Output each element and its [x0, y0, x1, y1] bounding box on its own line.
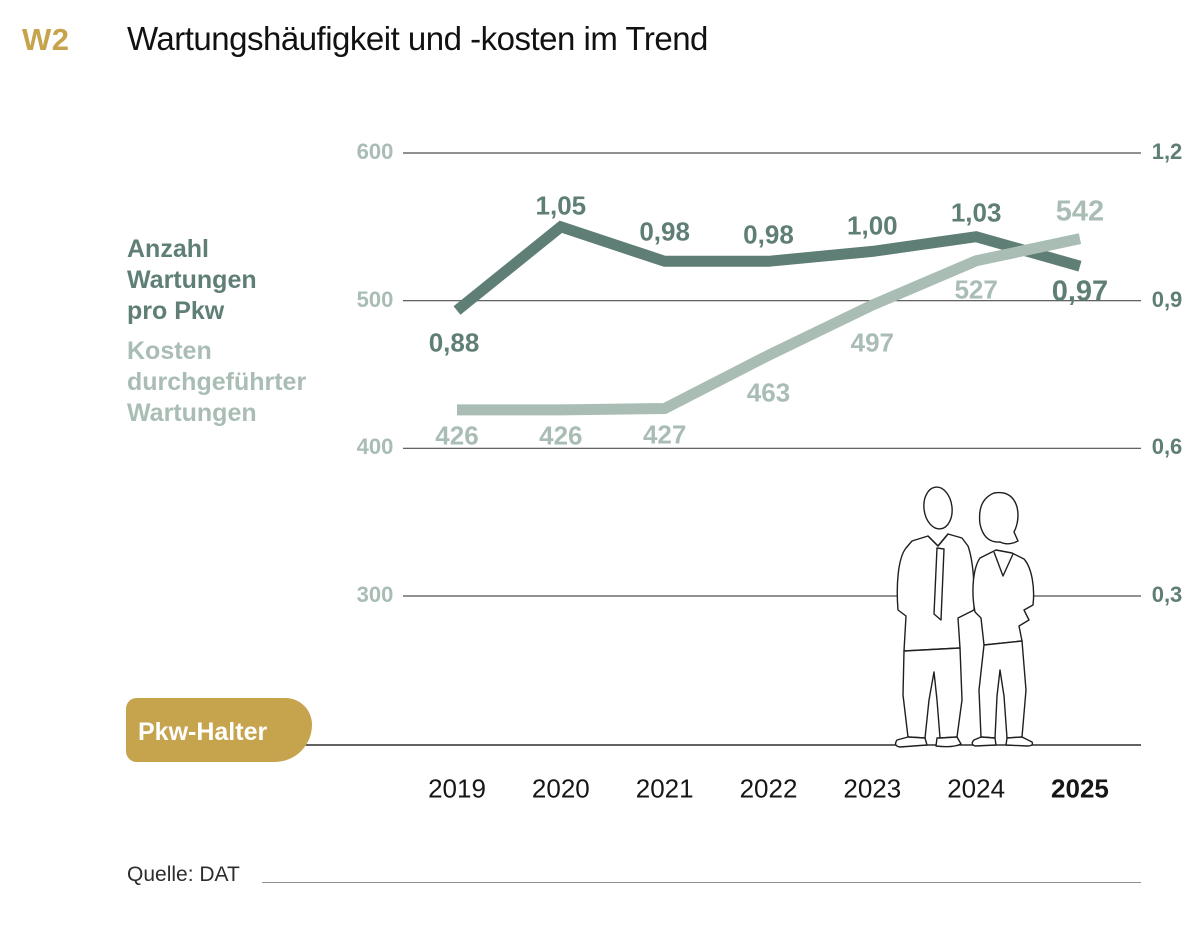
axis-tick-left: 400	[356, 434, 394, 460]
data-label-series2: 542	[1055, 195, 1105, 228]
series1-line	[453, 220, 1082, 315]
data-label-series1: 0,98	[743, 219, 794, 250]
year-label: 2025	[1051, 773, 1109, 804]
figure-number: W2	[22, 22, 70, 57]
year-label: 2023	[843, 773, 902, 804]
axis-tick-left: 600	[356, 139, 394, 164]
source-note: Quelle: DAT	[127, 863, 240, 886]
data-label-series1: 0,97	[1051, 275, 1109, 308]
data-label-series2: 426	[435, 420, 479, 451]
axis-tick-right: 1,2	[1151, 139, 1183, 164]
year-label: 2020	[531, 773, 590, 804]
axis-tick-right: 0,9	[1151, 286, 1183, 312]
axis-tick-left: 500	[356, 286, 394, 312]
axis-tick-right: 0,6	[1151, 434, 1183, 460]
data-label-series1: 1,00	[847, 210, 898, 241]
year-label: 2022	[739, 773, 798, 804]
data-label-series2: 527	[954, 274, 998, 305]
data-label-series1: 0,98	[639, 216, 690, 247]
data-label-series2: 426	[539, 420, 583, 451]
series2-line	[457, 233, 1082, 416]
people-illustration	[894, 486, 1035, 748]
data-label-series2: 427	[642, 419, 687, 450]
axis-tick-right: 0,3	[1151, 582, 1183, 607]
data-label-series2: 497	[850, 327, 895, 358]
legend-series2-label: Kosten durchgeführter Wartungen	[127, 337, 307, 427]
data-label-series2: 463	[746, 377, 791, 408]
year-label: 2024	[947, 773, 1006, 804]
legend-series1-label: Anzahl Wartungen pro Pkw	[127, 235, 257, 325]
pkw-halter-badge: Pkw-Halter	[126, 698, 312, 762]
axis-tick-left: 300	[356, 582, 394, 607]
page-title: Wartungshäufigkeit und -kosten im Trend	[127, 20, 708, 57]
data-label-series1: 0,88	[428, 327, 480, 357]
pkw-halter-badge-label: Pkw-Halter	[138, 717, 268, 746]
year-label: 2021	[635, 773, 694, 804]
data-label-series1: 1,03	[950, 197, 1002, 228]
footer-rule	[262, 882, 1141, 883]
data-label-series1: 1,05	[535, 190, 587, 221]
year-label: 2019	[428, 773, 486, 804]
